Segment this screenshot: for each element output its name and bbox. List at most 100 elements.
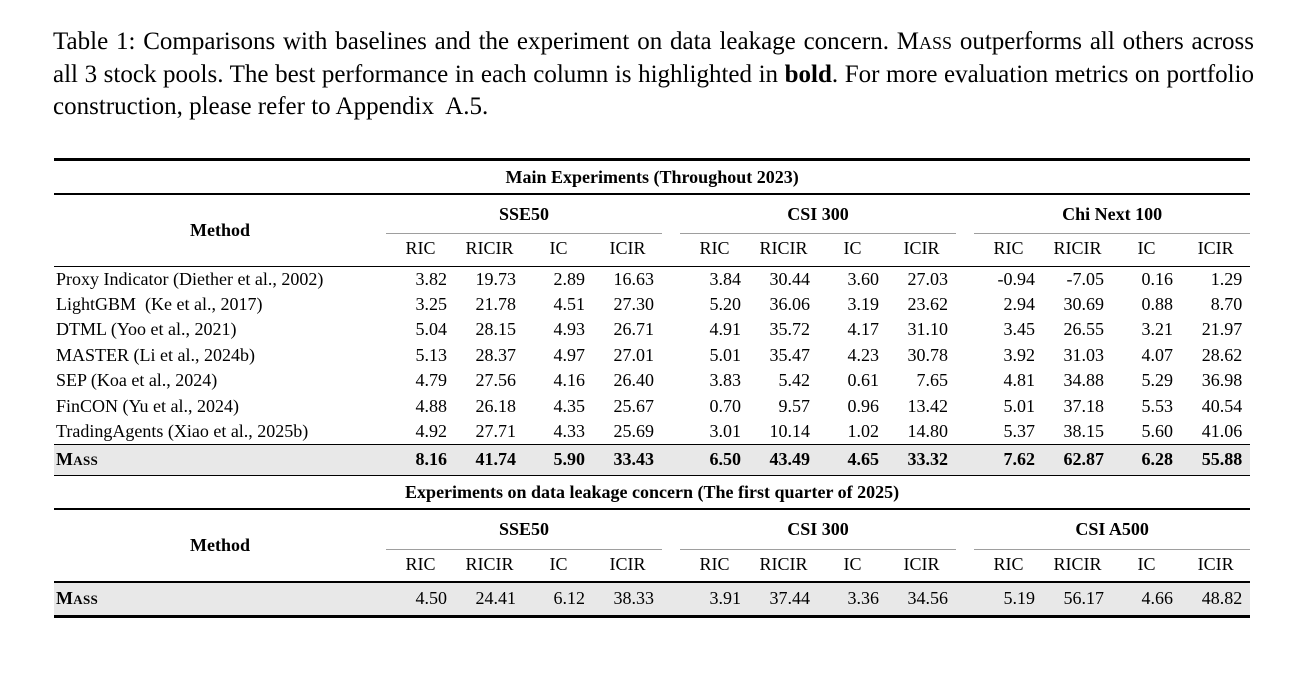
table-section-0: Main Experiments (Throughout 2023) Method… [54,157,1251,476]
column-gap [956,368,974,393]
value-cell: 5.20 [709,294,742,315]
value-cell: 4.50 [386,580,455,619]
caption-text: outperforms all others across all 3 stoc… [53,28,1254,88]
column-gap [956,194,974,234]
table-caption: Table 1: Comparisons with baselines and … [53,26,1254,124]
column-gap [662,343,680,368]
value-cell: 8.16 [386,444,455,476]
value-cell: 30.78 [907,344,949,365]
value-cell: 4.51 [553,294,586,315]
value-cell: 6.12 [524,580,593,619]
method-cell: DTML (Yoo et al., 2021) [56,319,237,340]
value-cell: 5.53 [1141,395,1174,416]
table-row: TradingAgents (Xiao et al., 2025b) 4.92 27… [54,419,1250,445]
value-cell: 0.16 [1141,268,1174,289]
value-cell: 3.45 [1003,319,1036,340]
stock-pool-header: SSE50 [386,193,662,235]
column-gap [662,266,680,292]
value-cell: 30.69 [1063,294,1105,315]
value-cell: 5.60 [1141,421,1174,442]
metric-header: RICIR [1043,549,1112,583]
value-cell: 3.84 [709,268,742,289]
table-row: DTML (Yoo et al., 2021) 5.04 28.15 4.93 26.7… [54,317,1250,342]
value-cell: 14.80 [907,421,949,442]
method-cell: Mass [54,444,386,476]
value-cell: 34.88 [1063,370,1105,391]
value-cell: 4.16 [553,370,586,391]
metric-header: RICIR [1043,233,1112,267]
value-cell: 19.73 [475,268,517,289]
value-cell: 0.61 [847,370,880,391]
value-cell: 31.03 [1063,344,1105,365]
section-title: Experiments on data leakage concern (The… [54,475,1251,511]
value-cell: 4.17 [847,319,880,340]
caption-text: Table 1: Comparisons with baselines and … [53,28,897,55]
metric-header: IC [524,549,593,583]
stock-pool-header: CSI 300 [680,193,956,235]
value-cell: 25.69 [613,421,655,442]
value-cell: 41.74 [455,444,524,476]
metric-header: RIC [974,233,1043,267]
method-cell: FinCON (Yu et al., 2024) [56,395,239,416]
column-gap [662,317,680,342]
value-cell: 35.47 [769,344,811,365]
column-gap [956,549,974,583]
column-gap [662,549,680,583]
value-cell: 55.88 [1181,444,1251,476]
value-cell: 28.62 [1201,344,1243,365]
value-cell: 48.82 [1181,580,1251,619]
table-row: FinCON (Yu et al., 2024) 4.88 26.18 4.35 25.… [54,394,1250,419]
value-cell: 37.44 [749,580,818,619]
column-gap [662,394,680,419]
value-cell: 26.55 [1063,319,1105,340]
column-gap [956,266,974,292]
metric-header: IC [818,549,887,583]
value-cell: 6.50 [680,444,749,476]
value-cell: 1.02 [847,421,880,442]
value-cell: 5.19 [974,580,1043,619]
value-cell: 3.82 [415,268,448,289]
caption-text: . For more evaluation metrics on portfol… [53,60,1254,121]
value-cell: 62.87 [1043,444,1112,476]
method-cell: LightGBM (Ke et al., 2017) [56,294,263,315]
value-cell: 5.29 [1141,370,1174,391]
value-cell: 23.62 [907,294,949,315]
metric-header-row: RIC RICIR IC ICIR RIC RICIR IC ICIR RIC RICIR IC IC… [54,233,1251,267]
value-cell: 5.04 [415,319,448,340]
value-cell: 4.91 [709,319,742,340]
value-cell: 38.33 [593,580,662,619]
value-cell: 9.57 [778,395,811,416]
stock-pool-header: SSE50 [386,509,662,550]
value-cell: 4.88 [415,395,448,416]
column-gap [956,317,974,342]
value-cell: 27.56 [475,370,517,391]
column-gap [662,444,680,476]
value-cell: 27.01 [613,344,655,365]
value-cell: 56.17 [1043,580,1112,619]
column-gap [662,368,680,393]
stock-pool-header: CSI 300 [680,509,956,550]
value-cell: 43.49 [749,444,818,476]
metric-header: RIC [680,233,749,267]
value-cell: 10.14 [769,421,811,442]
value-cell: -7.05 [1066,268,1105,289]
value-cell: 5.37 [1003,421,1036,442]
value-cell: -0.94 [997,268,1036,289]
column-gap [956,292,974,317]
metric-header: RIC [974,549,1043,583]
metric-header: ICIR [1181,549,1251,583]
value-cell: 21.97 [1201,319,1243,340]
value-cell: 5.13 [415,344,448,365]
value-cell: 2.94 [1003,294,1036,315]
value-cell: 41.06 [1201,421,1243,442]
value-cell: 2.89 [553,268,586,289]
value-cell: 4.66 [1112,580,1181,619]
column-gap [662,292,680,317]
metric-header: ICIR [887,549,956,583]
value-cell: 7.62 [974,444,1043,476]
metric-header: IC [1112,549,1181,583]
value-cell: 26.71 [613,319,655,340]
value-cell: 36.98 [1201,370,1243,391]
value-cell: 0.70 [709,395,742,416]
value-cell: 36.06 [769,294,811,315]
